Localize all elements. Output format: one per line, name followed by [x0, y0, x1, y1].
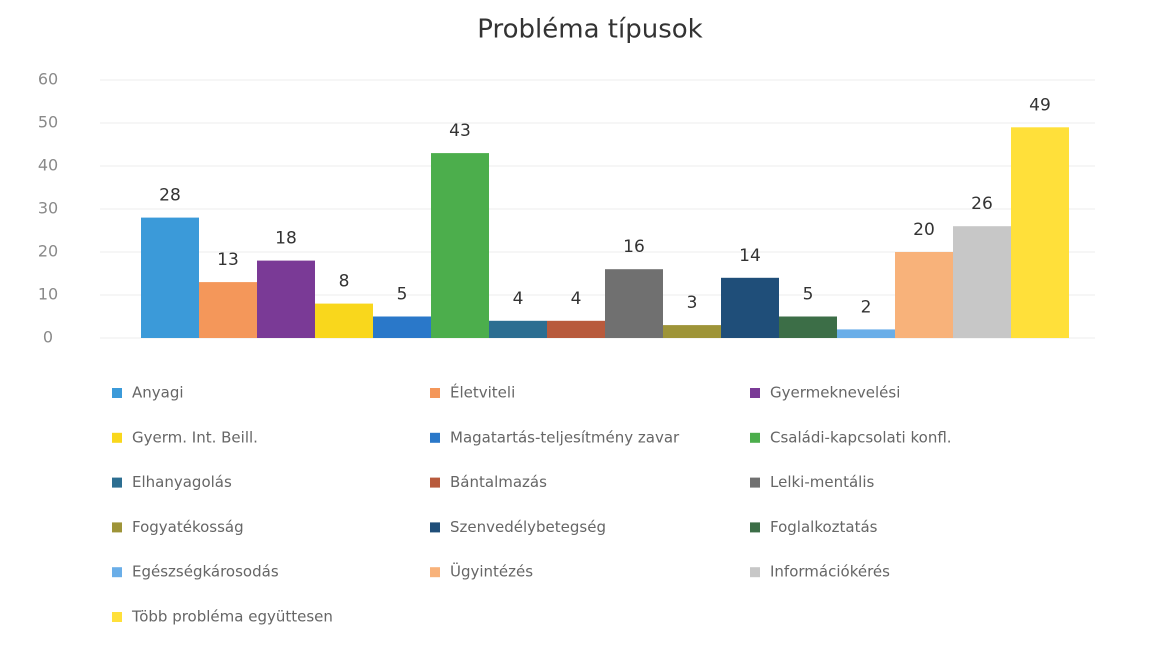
legend-swatch: [430, 432, 440, 443]
bar: [895, 252, 953, 338]
legend-swatch: [750, 388, 760, 398]
legend-swatch: [112, 477, 122, 488]
legend-label: Családi-kapcsolati konfl.: [770, 428, 952, 446]
legend-swatch: [112, 522, 122, 533]
legend-label: Információkérés: [770, 563, 890, 581]
chart-title: Probléma típusok: [477, 15, 702, 45]
bar: [663, 325, 721, 338]
legend-swatch: [112, 388, 122, 398]
legend-label: Ügyintézés: [450, 562, 533, 581]
legend-swatch: [112, 567, 122, 578]
data-label: 20: [913, 220, 935, 240]
bar: [721, 277, 779, 338]
y-tick-label: 0: [43, 328, 53, 347]
legend-swatch: [112, 612, 122, 622]
data-label: 14: [739, 246, 761, 266]
legend-swatch: [430, 388, 440, 398]
legend-swatch: [750, 477, 760, 488]
data-label: 49: [1029, 95, 1051, 115]
data-label: 26: [971, 194, 993, 214]
legend-label: Szenvedélybetegség: [450, 518, 606, 536]
data-label: 4: [513, 289, 524, 309]
bar: [141, 217, 199, 338]
y-tick-label: 40: [38, 156, 58, 175]
legend-label: Gyerm. Int. Beill.: [132, 428, 258, 446]
legend-label: Bántalmazás: [450, 473, 547, 491]
bar: [199, 282, 257, 338]
bar: [837, 329, 895, 338]
bar: [779, 316, 837, 338]
bar: [953, 226, 1011, 338]
data-label: 13: [217, 250, 239, 270]
data-label: 18: [275, 229, 297, 249]
y-tick-label: 60: [38, 70, 58, 89]
legend-swatch: [430, 567, 440, 578]
bar: [1011, 127, 1069, 338]
bar: [257, 260, 315, 338]
bar: [315, 303, 373, 338]
data-label: 5: [397, 285, 408, 305]
data-label: 8: [339, 272, 350, 292]
data-label: 16: [623, 237, 645, 257]
legend-swatch: [750, 567, 760, 578]
bar: [547, 320, 605, 338]
legend-label: Foglalkoztatás: [770, 518, 878, 536]
y-tick-label: 50: [38, 113, 58, 132]
data-label: 3: [687, 293, 698, 313]
legend-swatch: [112, 432, 122, 443]
bar: [373, 316, 431, 338]
legend-swatch: [750, 522, 760, 533]
legend-label: Életviteli: [450, 383, 515, 402]
legend-swatch: [430, 522, 440, 533]
bar: [489, 320, 547, 338]
data-label: 43: [449, 121, 471, 141]
bar: [431, 153, 489, 338]
legend-label: Magatartás-teljesítmény zavar: [450, 428, 680, 446]
data-label: 2: [861, 297, 872, 317]
bar: [605, 269, 663, 338]
legend-swatch: [750, 432, 760, 443]
legend-swatch: [430, 477, 440, 488]
legend-label: Lelki-mentális: [770, 473, 875, 491]
legend-label: Gyermeknevelési: [770, 384, 900, 402]
data-label: 4: [571, 289, 582, 309]
legend-label: Anyagi: [132, 384, 184, 402]
y-tick-label: 10: [38, 285, 58, 304]
data-label: 5: [803, 285, 814, 305]
legend-label: Egészségkárosodás: [132, 563, 279, 581]
y-tick-label: 20: [38, 242, 58, 261]
legend-label: Elhanyagolás: [132, 473, 232, 491]
legend-label: Fogyatékosság: [132, 518, 244, 536]
legend-label: Több probléma együttesen: [131, 608, 333, 626]
y-tick-label: 30: [38, 199, 58, 218]
data-label: 28: [159, 186, 181, 206]
